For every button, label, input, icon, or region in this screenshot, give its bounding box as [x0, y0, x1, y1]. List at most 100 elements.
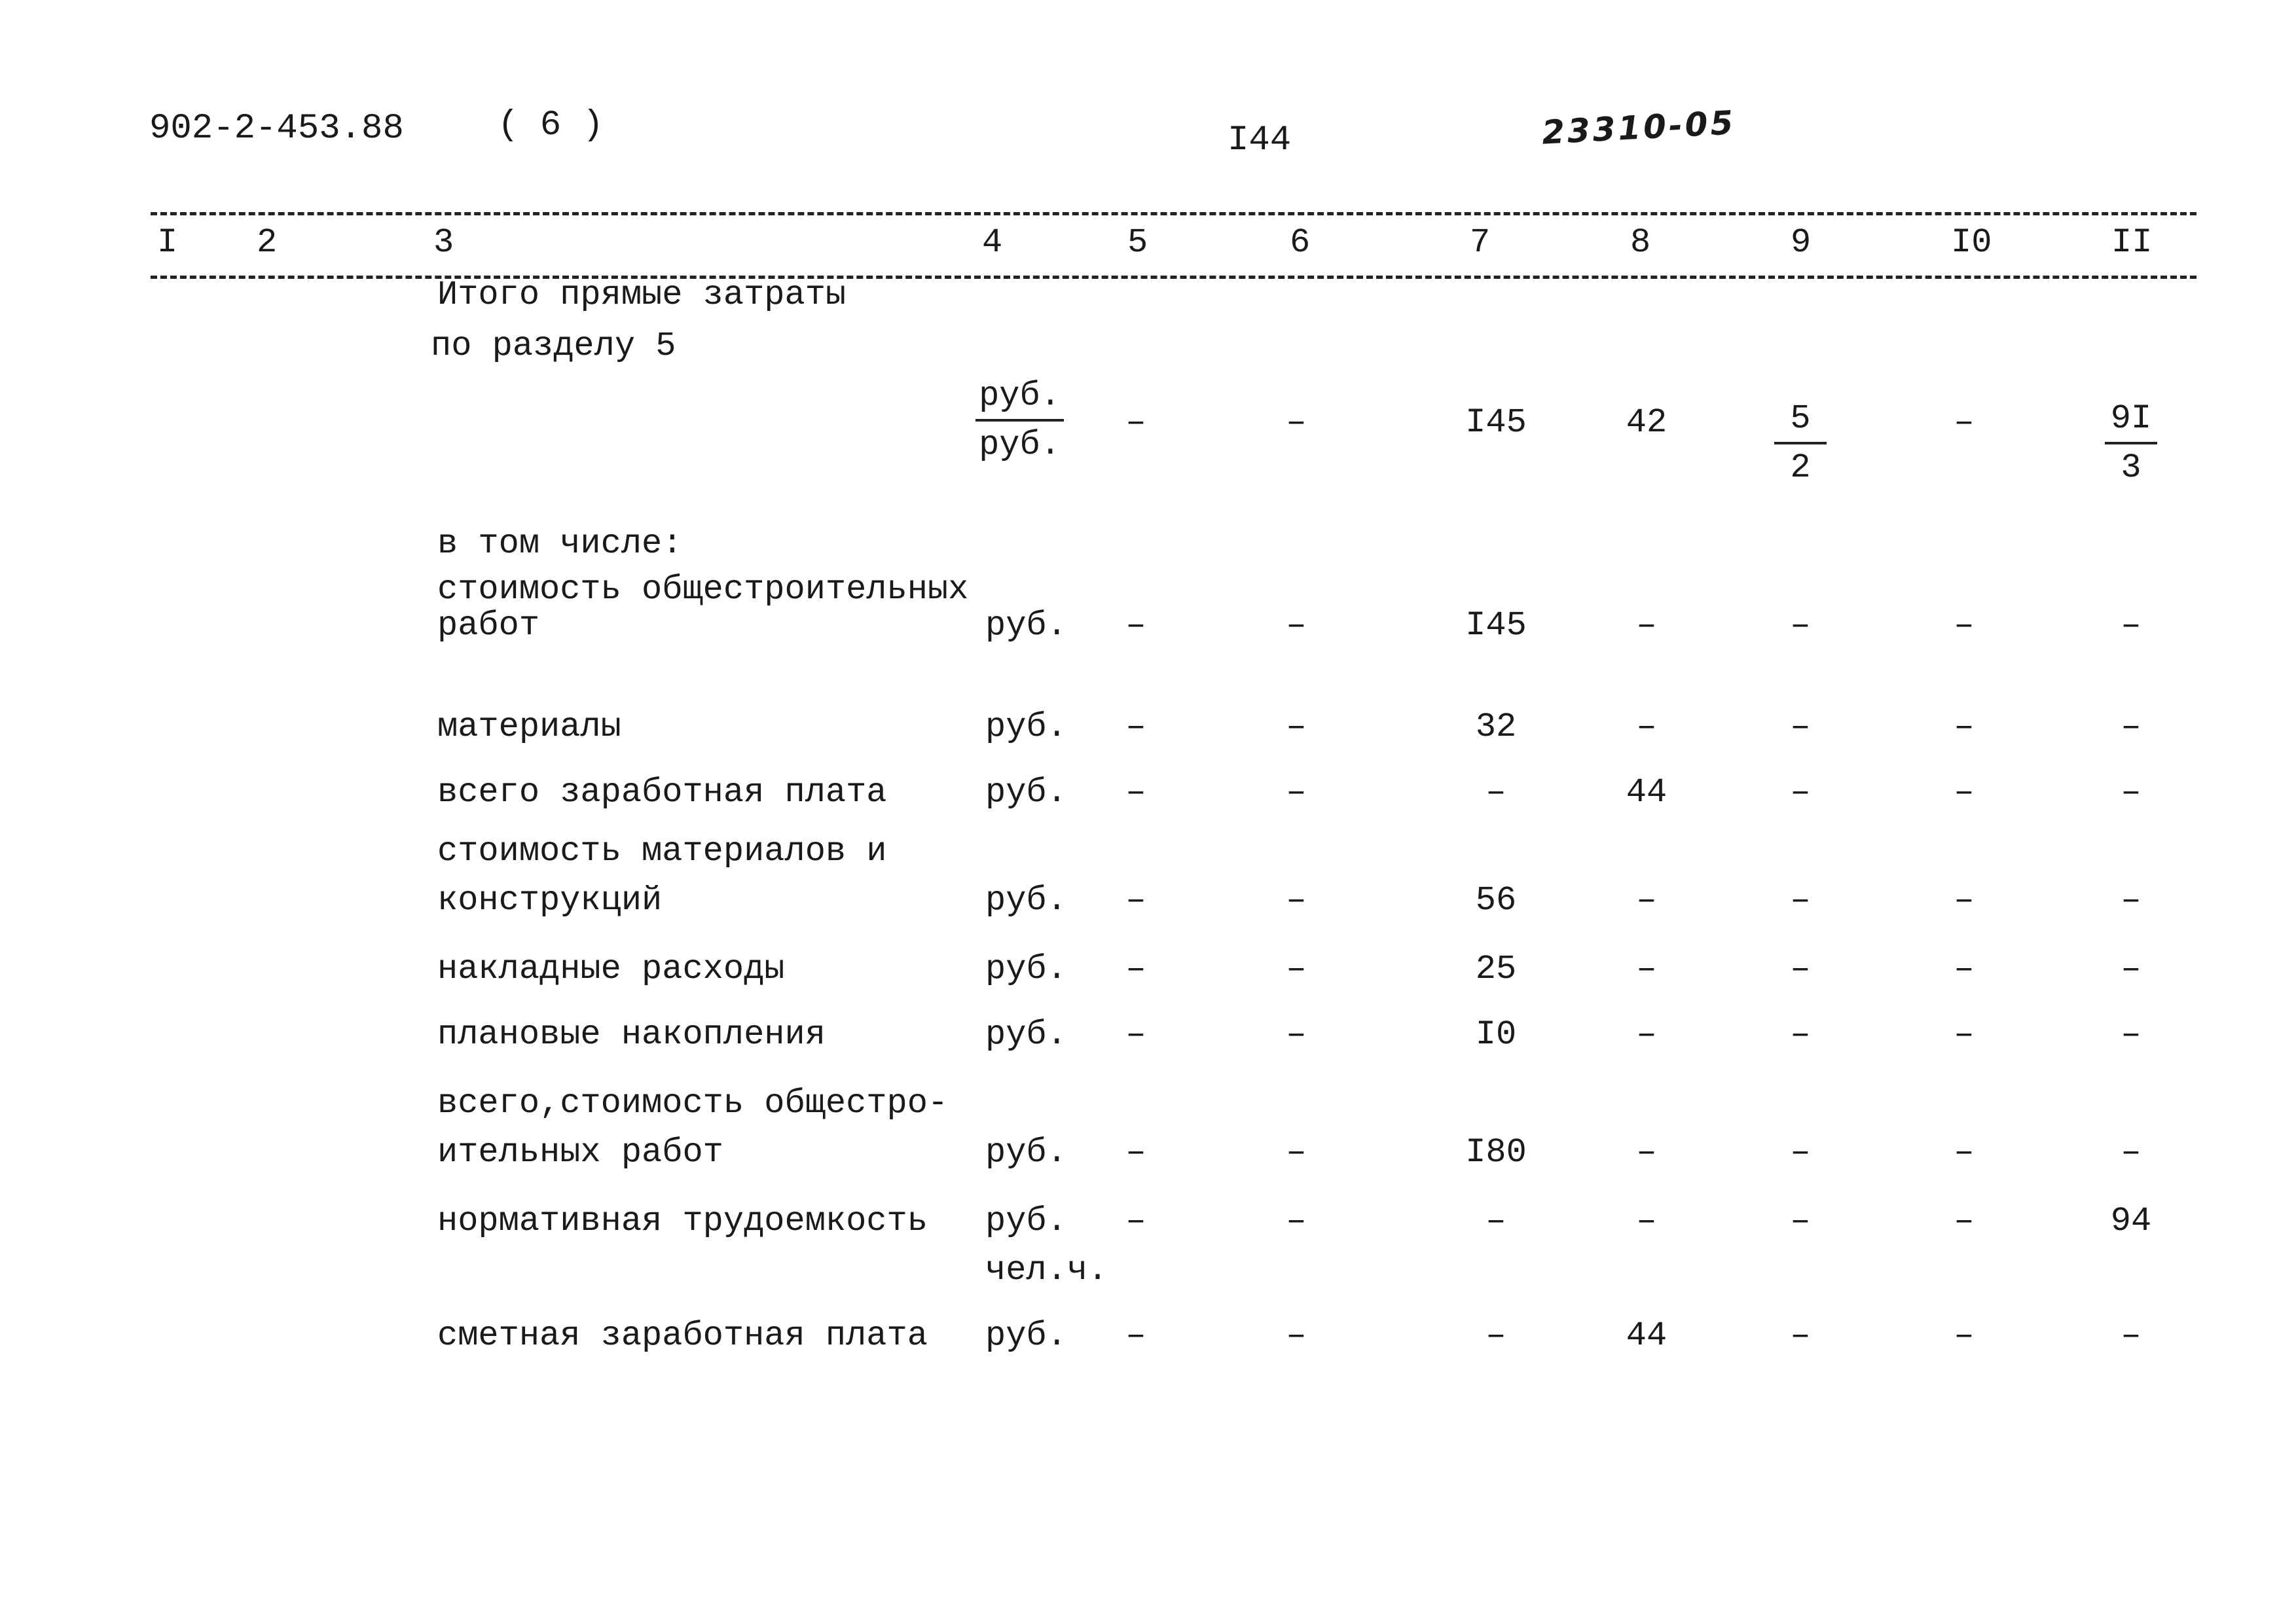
row-value: –	[1125, 606, 1146, 645]
column-number: 8	[1630, 223, 1651, 262]
row-value: –	[2121, 708, 2141, 746]
row-value: 42	[1626, 403, 1667, 442]
unit-fraction: руб. руб.	[975, 376, 1064, 464]
row-value: –	[1286, 606, 1307, 645]
column-number: 7	[1470, 223, 1491, 262]
row-value: –	[1954, 708, 1975, 746]
row-value: –	[1286, 1015, 1307, 1054]
row-label: конструкций	[437, 881, 663, 920]
row-value: 44	[1626, 1316, 1667, 1355]
row-value: –	[1636, 1133, 1657, 1172]
header-rule-bottom	[151, 276, 2196, 279]
row-value: –	[1954, 606, 1975, 645]
page-number: I44	[1228, 120, 1292, 160]
column-number: 5	[1127, 223, 1148, 262]
row-label: всего заработная плата	[437, 773, 887, 812]
column-number: 6	[1290, 223, 1311, 262]
row-label: материалы	[437, 708, 621, 746]
row-label: ительных работ	[437, 1133, 723, 1172]
row-value: –	[1125, 950, 1146, 988]
row-unit: чел.ч.	[985, 1251, 1108, 1290]
row-value: –	[1790, 1133, 1811, 1172]
handwritten-stamp-number: 23310-05	[1540, 103, 1737, 152]
unit-numerator: руб.	[979, 376, 1061, 415]
row-value: –	[1636, 950, 1657, 988]
fraction-denominator: 2	[1790, 448, 1811, 487]
unit-denominator: руб.	[979, 425, 1061, 464]
row-value: –	[1485, 1316, 1506, 1355]
row-value: –	[1790, 773, 1811, 812]
value-fraction: 9I 3	[2105, 399, 2157, 487]
column-number: 3	[433, 223, 454, 262]
row-unit: руб.	[985, 950, 1067, 988]
row-value: –	[2121, 950, 2141, 988]
column-number: 4	[982, 223, 1003, 262]
fraction-bar	[975, 419, 1064, 422]
column-number: 9	[1791, 223, 1812, 262]
row-value: 44	[1626, 773, 1667, 812]
column-number: II	[2111, 223, 2153, 262]
row-value: –	[1125, 1015, 1146, 1054]
row-value: –	[2121, 1015, 2141, 1054]
row-unit: руб.	[985, 606, 1067, 645]
row-label: плановые накопления	[437, 1015, 826, 1054]
row-value: –	[1286, 708, 1307, 746]
row-value: I80	[1465, 1133, 1527, 1172]
row-label: по разделу 5	[431, 327, 676, 365]
row-label: стоимость общестроительных	[437, 570, 969, 609]
row-value: –	[1790, 1202, 1811, 1240]
column-number: I0	[1951, 223, 1992, 262]
row-value: –	[1485, 1202, 1506, 1240]
row-value: –	[1125, 773, 1146, 812]
row-value: –	[2121, 1133, 2141, 1172]
row-value: –	[1125, 1202, 1146, 1240]
row-value: I45	[1465, 403, 1527, 442]
row-value: –	[1286, 881, 1307, 920]
row-value: –	[1954, 1133, 1975, 1172]
row-value: –	[1954, 1316, 1975, 1355]
row-label: стоимость материалов и	[437, 832, 887, 871]
fraction-bar	[2105, 442, 2157, 444]
row-value: –	[1790, 950, 1811, 988]
row-value: –	[1125, 881, 1146, 920]
row-value: 94	[2110, 1202, 2152, 1240]
row-value: –	[1125, 708, 1146, 746]
row-value: –	[1790, 606, 1811, 645]
fraction-bar	[1774, 442, 1827, 444]
row-value: –	[2121, 1316, 2141, 1355]
document-code: 902-2-453.88	[149, 109, 404, 149]
row-value: –	[1954, 881, 1975, 920]
row-value: –	[2121, 881, 2141, 920]
column-number: I	[157, 223, 178, 262]
row-value: –	[1125, 403, 1146, 442]
row-value: I0	[1475, 1015, 1517, 1054]
header-rule-top	[151, 212, 2196, 215]
row-value: 25	[1475, 950, 1517, 988]
row-value: –	[1286, 773, 1307, 812]
row-value: –	[1286, 1316, 1307, 1355]
row-value: –	[1125, 1133, 1146, 1172]
row-unit: руб.	[985, 881, 1067, 920]
row-value: –	[1286, 1202, 1307, 1240]
row-value: I45	[1465, 606, 1527, 645]
sheet-part: ( 6 )	[498, 105, 604, 145]
row-unit: руб.	[985, 708, 1067, 746]
row-value: –	[1286, 403, 1307, 442]
row-value: –	[1954, 1202, 1975, 1240]
row-value: –	[1790, 881, 1811, 920]
row-unit: руб.	[985, 773, 1067, 812]
row-label: в том числе:	[437, 524, 683, 563]
row-value: –	[2121, 773, 2141, 812]
row-label: всего,стоимость общестро-	[437, 1084, 949, 1123]
fraction-denominator: 3	[2121, 448, 2141, 487]
row-value: –	[1636, 1015, 1657, 1054]
row-value: –	[2121, 606, 2141, 645]
row-value: –	[1125, 1316, 1146, 1355]
fraction-numerator: 5	[1790, 399, 1811, 438]
row-unit: руб.	[985, 1133, 1067, 1172]
row-label: работ	[437, 606, 540, 645]
row-value: –	[1954, 403, 1975, 442]
row-value: –	[1954, 950, 1975, 988]
row-value: –	[1286, 1133, 1307, 1172]
